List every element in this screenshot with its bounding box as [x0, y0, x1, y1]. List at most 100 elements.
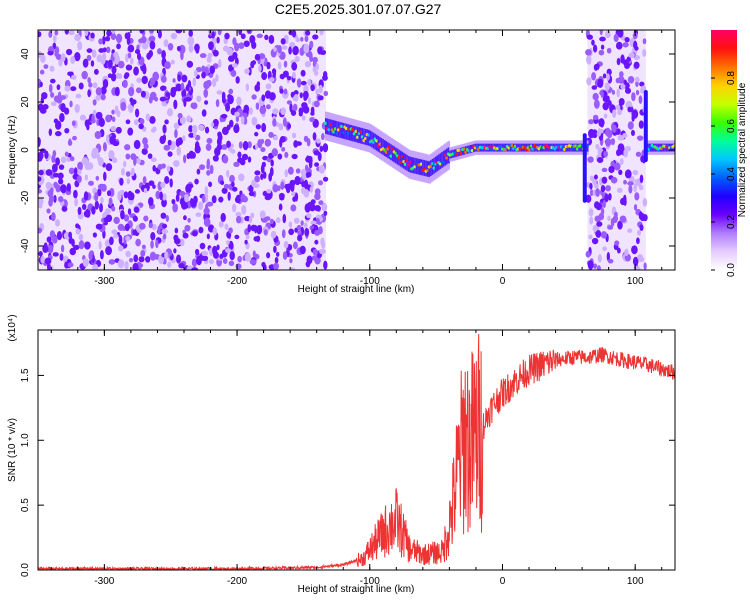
noise-cell: [105, 114, 112, 123]
signal-cell: [672, 144, 675, 148]
noise-cell: [617, 75, 625, 84]
noise-cell: [38, 137, 41, 147]
noise-cell: [251, 116, 258, 126]
noise-cell: [195, 66, 202, 73]
noise-cell: [57, 172, 64, 180]
signal-band: [458, 148, 462, 156]
noise-cell: [133, 66, 139, 76]
noise-cell: [300, 220, 304, 226]
noise-cell: [125, 171, 131, 177]
noise-cell: [151, 223, 157, 231]
noise-cell: [212, 155, 219, 162]
noise-cell: [597, 254, 602, 263]
noise-cell: [297, 230, 302, 236]
noise-cell: [627, 121, 634, 130]
noise-cell: [280, 38, 286, 45]
noise-cell: [50, 101, 57, 107]
noise-cell: [128, 86, 135, 97]
noise-cell: [172, 203, 178, 213]
noise-cell: [289, 103, 293, 113]
noise-cell: [69, 100, 73, 108]
noise-cell: [234, 196, 241, 204]
noise-cell: [191, 267, 199, 270]
signal-band: [380, 138, 384, 154]
noise-cell: [209, 65, 216, 74]
noise-cell: [300, 69, 306, 77]
noise-cell: [314, 193, 321, 201]
noise-cell: [600, 185, 606, 193]
noise-cell: [40, 255, 45, 264]
noise-cell: [606, 73, 610, 81]
noise-cell: [115, 126, 122, 134]
noise-cell: [252, 250, 256, 258]
noise-cell: [250, 60, 255, 69]
noise-cell: [81, 157, 89, 165]
noise-cell: [316, 217, 320, 225]
noise-cell: [600, 231, 607, 239]
noise-cell: [170, 59, 175, 65]
noise-cell: [631, 245, 638, 255]
noise-cell: [177, 74, 182, 82]
noise-cell: [87, 77, 91, 84]
noise-cell: [120, 101, 127, 112]
noise-cell: [129, 97, 134, 103]
noise-cell: [127, 52, 132, 59]
noise-cell: [229, 251, 235, 261]
noise-cell: [610, 176, 618, 184]
noise-cell: [148, 222, 153, 229]
noise-cell: [322, 70, 328, 79]
noise-cell: [141, 244, 146, 249]
noise-cell: [617, 134, 625, 141]
signal-band: [329, 119, 333, 136]
signal-band: [390, 144, 393, 161]
signal-band: [355, 126, 358, 143]
noise-cell: [140, 90, 146, 98]
noise-cell: [69, 247, 77, 256]
noise-cell: [295, 141, 302, 146]
noise-cell: [272, 118, 277, 127]
noise-cell: [114, 86, 120, 97]
noise-cell: [139, 118, 145, 125]
snr-xtick-label: -100: [360, 576, 380, 587]
noise-cell: [595, 143, 600, 150]
noise-cell: [298, 107, 304, 115]
noise-cell: [261, 161, 266, 168]
noise-cell: [51, 154, 56, 164]
noise-cell: [593, 174, 598, 180]
noise-cell: [162, 124, 167, 134]
noise-cell: [636, 237, 640, 245]
noise-cell: [310, 106, 315, 115]
noise-cell: [304, 35, 309, 42]
noise-cell: [314, 205, 321, 212]
noise-cell: [254, 53, 261, 61]
noise-cell: [233, 161, 240, 167]
noise-cell: [147, 153, 153, 159]
noise-cell: [106, 190, 112, 197]
noise-cell: [635, 151, 642, 157]
noise-cell: [162, 223, 168, 229]
noise-cell: [315, 63, 319, 71]
noise-cell: [277, 45, 282, 54]
noise-cell: [308, 51, 313, 60]
noise-cell: [60, 102, 66, 113]
noise-cell: [83, 210, 89, 218]
noise-cell: [268, 34, 275, 45]
colorbar-tick-label: 0.8: [726, 71, 737, 85]
noise-cell: [75, 223, 80, 229]
noise-cell: [306, 255, 313, 265]
noise-cell: [637, 254, 643, 261]
noise-cell: [51, 235, 58, 244]
noise-cell: [70, 86, 77, 92]
noise-cell: [109, 236, 114, 246]
heatmap-xtick-label: 0: [500, 276, 506, 287]
noise-cell: [209, 259, 214, 265]
noise-cell: [248, 107, 253, 115]
noise-cell: [60, 244, 65, 253]
noise-cell: [272, 69, 277, 78]
noise-cell: [132, 229, 138, 236]
noise-cell: [319, 30, 324, 36]
noise-cell: [280, 181, 285, 190]
noise-cell: [614, 162, 621, 171]
noise-cell: [167, 151, 173, 157]
noise-cell: [194, 69, 198, 77]
